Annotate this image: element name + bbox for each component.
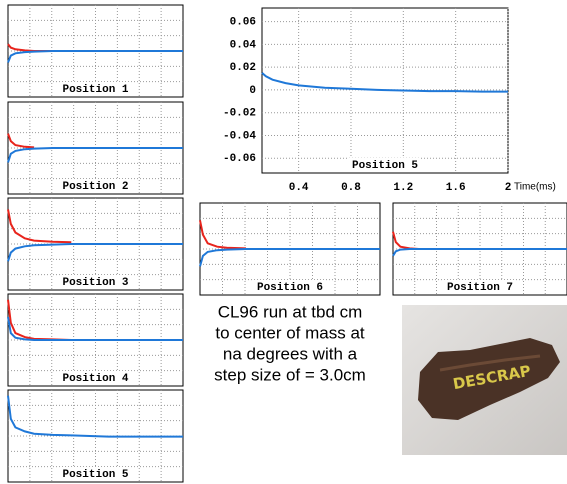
- trace: [392, 248, 567, 257]
- title-background: [59, 82, 132, 96]
- chart: 0.06 0.04 0.02 0 -0.02 -0.04 -0.06 0.4 0.8 1.2 1.6…: [223, 7, 556, 194]
- trace: [261, 72, 508, 93]
- trace: [7, 50, 183, 63]
- chart-title: Position 5: [352, 160, 418, 172]
- chart-title: Position 2: [62, 181, 128, 193]
- chart: Position 4: [7, 293, 184, 387]
- title-background: [59, 467, 132, 481]
- chart: Position 5: [7, 389, 184, 483]
- chart: Position 1: [7, 4, 184, 98]
- y-tick-label: 0.04: [230, 39, 257, 51]
- caption-line: CL96 run at tbd cm: [218, 302, 363, 321]
- scrap-texture: [439, 354, 541, 372]
- y-tick-label: -0.06: [223, 153, 256, 165]
- x-tick-label: 0.4: [289, 182, 309, 194]
- chart-title: Position 1: [62, 84, 128, 96]
- chart-title: Position 5: [62, 469, 128, 481]
- title-background: [444, 280, 516, 294]
- chart: Position 7: [392, 202, 567, 296]
- trace: [199, 220, 247, 250]
- caption-line: step size of = 3.0cm: [214, 365, 366, 384]
- x-tick-label: 2: [505, 182, 512, 194]
- y-tick-label: -0.02: [223, 108, 256, 120]
- x-tick-label: 0.8: [341, 182, 361, 194]
- chart: Position 6: [199, 202, 381, 296]
- chart: Position 3: [7, 197, 184, 291]
- trace: [7, 147, 183, 163]
- x-axis-label: Time(ms): [514, 182, 556, 193]
- y-tick-label: 0.06: [230, 17, 256, 29]
- x-tick-label: 1.2: [393, 182, 413, 194]
- chart-title: Position 4: [62, 373, 128, 385]
- title-background: [349, 158, 421, 172]
- y-tick-label: 0: [249, 85, 256, 97]
- chart-title: Position 7: [447, 282, 513, 294]
- chart: Position 2: [7, 101, 184, 195]
- trace: [7, 395, 183, 438]
- y-tick-label: 0.02: [230, 62, 256, 74]
- title-background: [59, 275, 132, 289]
- title-background: [59, 371, 132, 385]
- trace: [7, 209, 72, 244]
- x-tick-label: 1.6: [446, 182, 466, 194]
- trace: [7, 316, 183, 341]
- title-background: [59, 179, 132, 193]
- trace: [199, 248, 380, 267]
- trace: [7, 133, 35, 149]
- trace: [7, 243, 183, 262]
- chart-title: Position 6: [257, 282, 323, 294]
- caption-line: na degrees with a: [223, 344, 358, 363]
- y-tick-label: -0.04: [223, 130, 256, 142]
- title-background: [254, 280, 326, 294]
- caption-line: to center of mass at: [215, 323, 365, 342]
- photo: DESCRAP: [402, 305, 567, 455]
- chart-title: Position 3: [62, 277, 128, 289]
